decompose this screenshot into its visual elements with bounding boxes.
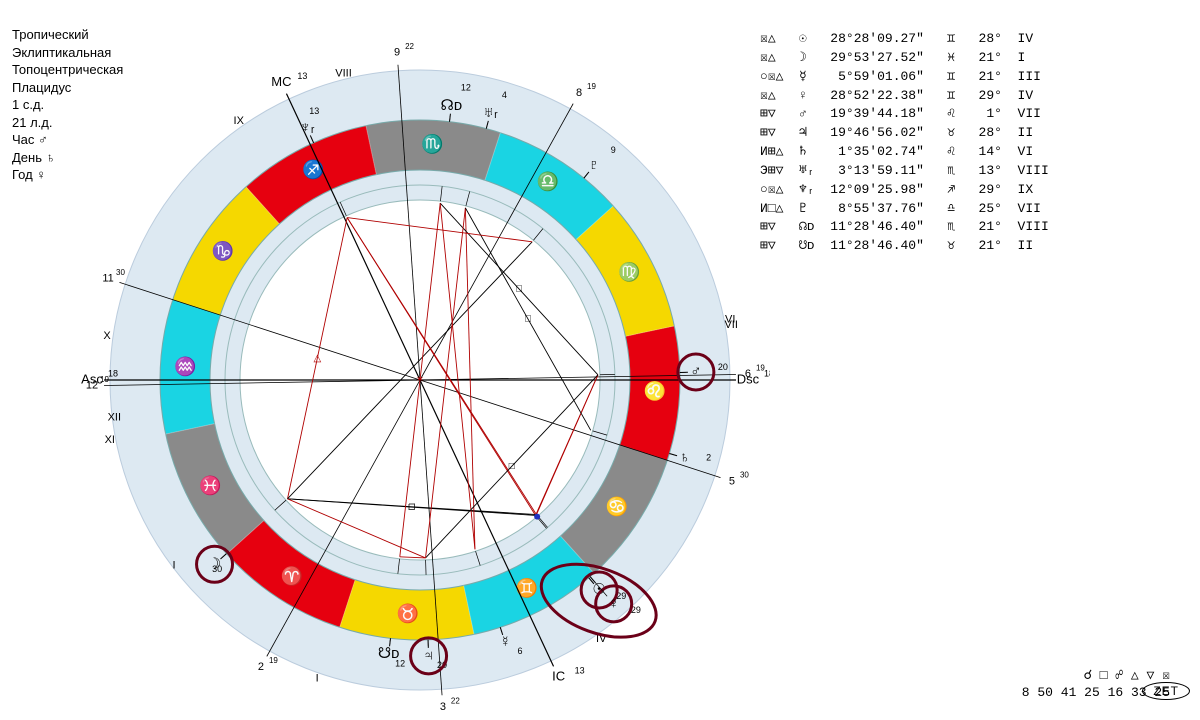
svg-text:19: 19 — [587, 82, 596, 91]
svg-text:IC: IC — [552, 669, 565, 684]
svg-text:☿: ☿ — [500, 633, 511, 650]
svg-text:MC: MC — [271, 74, 291, 89]
zet-badge: ZET — [1142, 682, 1190, 700]
svg-text:Dsc: Dsc — [737, 371, 760, 386]
svg-text:12: 12 — [461, 82, 471, 92]
svg-text:♎: ♎ — [537, 171, 559, 192]
svg-text:□: □ — [516, 284, 522, 295]
svg-text:I: I — [316, 673, 319, 685]
svg-text:♄: ♄ — [679, 449, 690, 466]
svg-text:18: 18 — [764, 368, 770, 378]
svg-text:♋: ♋ — [606, 496, 628, 517]
svg-text:3: 3 — [440, 701, 446, 713]
svg-text:♈: ♈ — [281, 565, 303, 586]
svg-text:12: 12 — [395, 658, 405, 668]
svg-text:✶: ✶ — [416, 375, 424, 386]
svg-text:13: 13 — [309, 106, 319, 116]
svg-text:☊ᴅ: ☊ᴅ — [441, 97, 463, 114]
svg-text:♓: ♓ — [199, 474, 221, 495]
svg-text:□: □ — [509, 461, 515, 472]
svg-text:9: 9 — [611, 145, 616, 155]
svg-text:I: I — [172, 559, 175, 571]
svg-text:2: 2 — [706, 452, 711, 462]
svg-text:12: 12 — [86, 380, 98, 392]
svg-text:♊: ♊ — [515, 577, 537, 598]
svg-text:18: 18 — [108, 368, 118, 378]
svg-text:♒: ♒ — [174, 355, 196, 376]
svg-text:22: 22 — [451, 696, 460, 705]
svg-text:♉: ♉ — [396, 602, 418, 623]
svg-text:6: 6 — [518, 646, 523, 656]
svg-text:♏: ♏ — [421, 133, 443, 154]
svg-text:IX: IX — [234, 115, 245, 127]
svg-text:X: X — [103, 330, 111, 342]
svg-text:XI: XI — [105, 434, 115, 446]
svg-text:♇: ♇ — [588, 157, 599, 174]
svg-text:11: 11 — [102, 273, 113, 285]
svg-text:♆ᵣ: ♆ᵣ — [300, 119, 315, 136]
natal-chart-wheel: ♈♉♊♋♌♍♎♏♐♑♒♓Asc18219I322IC13IV530619VIDs… — [70, 20, 770, 720]
svg-text:♍: ♍ — [618, 261, 640, 282]
svg-text:♅ᵣ: ♅ᵣ — [483, 104, 498, 121]
svg-text:22: 22 — [405, 42, 414, 51]
svg-text:8: 8 — [576, 87, 582, 99]
svg-text:4: 4 — [502, 90, 507, 100]
svg-text:30: 30 — [212, 564, 222, 574]
svg-text:♂: ♂ — [690, 363, 701, 380]
svg-text:30: 30 — [740, 470, 749, 479]
planet-positions-table: ☒△ ☉ 28°28'09.27" ♊ 28° IV ☒△ ☽ 29°53'27… — [760, 30, 1049, 256]
svg-text:VII: VII — [724, 319, 737, 331]
svg-text:9: 9 — [394, 47, 400, 59]
svg-text:20: 20 — [718, 362, 728, 372]
svg-text:19: 19 — [269, 656, 278, 665]
svg-text:5: 5 — [729, 475, 735, 487]
svg-text:♀: ♀ — [608, 595, 619, 612]
svg-text:△: △ — [313, 353, 321, 364]
svg-text:VIII: VIII — [335, 67, 352, 79]
svg-text:13: 13 — [297, 71, 307, 81]
svg-text:19: 19 — [100, 375, 109, 384]
svg-text:♌: ♌ — [643, 380, 665, 401]
svg-text:♑: ♑ — [212, 240, 234, 261]
svg-text:♃: ♃ — [423, 647, 434, 664]
svg-text:13: 13 — [575, 666, 585, 676]
svg-text:30: 30 — [116, 268, 125, 277]
svg-text:□: □ — [409, 501, 415, 512]
svg-text:XII: XII — [108, 411, 121, 423]
svg-text:□: □ — [525, 314, 531, 325]
svg-text:2: 2 — [258, 661, 264, 673]
aspect-symbols: ☌ □ ☍ △ ▽ ☒ — [1022, 668, 1170, 685]
